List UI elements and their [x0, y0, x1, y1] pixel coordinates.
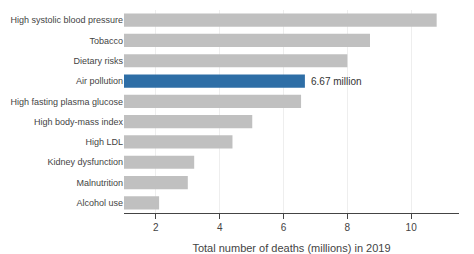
svg-text:High LDL: High LDL [85, 137, 123, 147]
svg-text:10: 10 [406, 222, 418, 233]
svg-text:6: 6 [281, 222, 287, 233]
svg-text:Tobacco: Tobacco [89, 36, 123, 46]
svg-text:Air pollution: Air pollution [76, 76, 123, 86]
svg-text:6.67 million: 6.67 million [311, 76, 362, 87]
svg-text:High systolic blood pressure: High systolic blood pressure [10, 15, 123, 25]
svg-text:Dietary risks: Dietary risks [73, 56, 123, 66]
svg-text:High body-mass index: High body-mass index [34, 117, 124, 127]
svg-text:Total number of deaths (millio: Total number of deaths (millions) in 201… [192, 242, 390, 254]
svg-text:Kidney dysfunction: Kidney dysfunction [47, 157, 123, 167]
svg-text:Alcohol use: Alcohol use [76, 198, 123, 208]
svg-text:High fasting plasma glucose: High fasting plasma glucose [10, 97, 123, 107]
svg-text:Malnutrition: Malnutrition [76, 178, 123, 188]
svg-text:8: 8 [345, 222, 351, 233]
svg-text:2: 2 [153, 222, 159, 233]
svg-text:4: 4 [217, 222, 223, 233]
